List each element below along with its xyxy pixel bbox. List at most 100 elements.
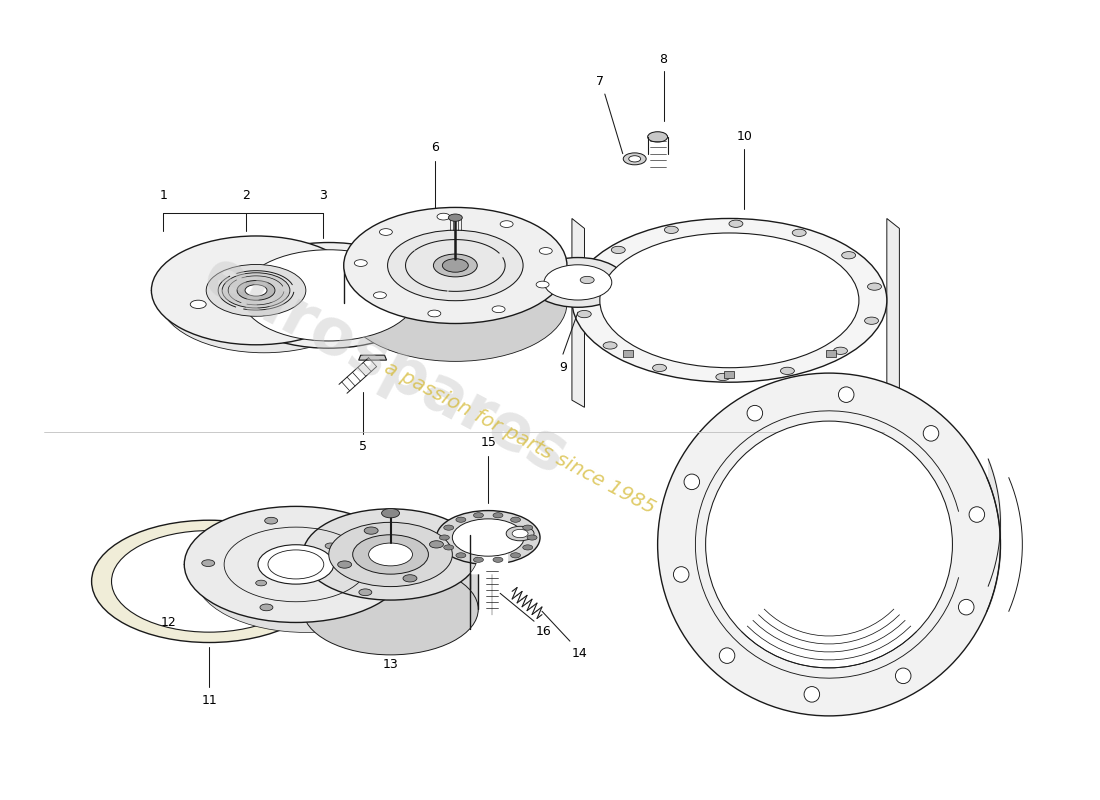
Ellipse shape	[364, 527, 378, 534]
Ellipse shape	[195, 516, 418, 633]
Ellipse shape	[716, 374, 729, 381]
Ellipse shape	[359, 589, 372, 596]
Polygon shape	[302, 554, 478, 610]
Ellipse shape	[326, 543, 337, 549]
Bar	[826, 350, 836, 357]
Ellipse shape	[201, 560, 214, 566]
Ellipse shape	[329, 522, 452, 586]
Ellipse shape	[443, 525, 453, 530]
Circle shape	[958, 599, 974, 615]
Circle shape	[969, 506, 984, 522]
Ellipse shape	[865, 317, 879, 324]
Circle shape	[705, 421, 953, 668]
Ellipse shape	[91, 520, 327, 642]
Ellipse shape	[255, 580, 266, 586]
Ellipse shape	[473, 557, 483, 562]
Polygon shape	[470, 534, 508, 574]
Bar	[623, 350, 632, 357]
Text: 7: 7	[596, 74, 604, 88]
Circle shape	[895, 668, 911, 684]
Text: 8: 8	[660, 53, 668, 66]
Ellipse shape	[245, 285, 267, 296]
Ellipse shape	[792, 229, 806, 237]
Ellipse shape	[492, 306, 505, 313]
Text: 14: 14	[572, 646, 587, 660]
Ellipse shape	[428, 310, 441, 317]
Circle shape	[923, 426, 938, 441]
Ellipse shape	[206, 265, 306, 316]
Text: 5: 5	[359, 440, 366, 454]
Text: 9: 9	[559, 361, 566, 374]
Ellipse shape	[842, 252, 856, 259]
Ellipse shape	[241, 250, 417, 341]
Ellipse shape	[473, 513, 483, 518]
Ellipse shape	[510, 517, 520, 522]
Ellipse shape	[603, 342, 617, 349]
Ellipse shape	[600, 233, 859, 368]
Ellipse shape	[429, 541, 443, 548]
Text: eurospares: eurospares	[192, 243, 579, 487]
Ellipse shape	[536, 281, 549, 288]
Ellipse shape	[580, 276, 594, 284]
Text: 16: 16	[536, 625, 552, 638]
Text: 11: 11	[201, 694, 217, 707]
Ellipse shape	[433, 254, 477, 277]
Text: 6: 6	[431, 142, 439, 154]
Ellipse shape	[160, 244, 368, 353]
Bar	[725, 371, 735, 378]
Ellipse shape	[387, 230, 524, 301]
Ellipse shape	[510, 553, 520, 558]
Ellipse shape	[612, 246, 625, 254]
Ellipse shape	[506, 526, 535, 541]
Ellipse shape	[268, 550, 323, 579]
Ellipse shape	[530, 258, 626, 307]
Ellipse shape	[729, 220, 743, 227]
Ellipse shape	[343, 207, 566, 323]
Ellipse shape	[343, 246, 566, 362]
Text: 13: 13	[383, 658, 398, 670]
Ellipse shape	[302, 564, 478, 655]
Ellipse shape	[190, 300, 206, 309]
Circle shape	[804, 686, 820, 702]
Ellipse shape	[522, 525, 532, 530]
Text: 10: 10	[736, 130, 752, 143]
Ellipse shape	[539, 247, 552, 254]
Ellipse shape	[834, 347, 847, 354]
Ellipse shape	[493, 513, 503, 518]
Ellipse shape	[500, 221, 513, 227]
Ellipse shape	[354, 260, 367, 266]
Ellipse shape	[265, 518, 277, 524]
Ellipse shape	[522, 545, 532, 550]
Ellipse shape	[544, 265, 612, 300]
Ellipse shape	[403, 574, 417, 582]
Ellipse shape	[258, 545, 333, 584]
Text: 15: 15	[481, 436, 496, 450]
Ellipse shape	[455, 553, 466, 558]
Circle shape	[684, 474, 700, 490]
Text: 3: 3	[319, 190, 327, 202]
Ellipse shape	[868, 283, 881, 290]
Ellipse shape	[382, 509, 399, 518]
Ellipse shape	[452, 519, 524, 556]
Ellipse shape	[442, 258, 469, 272]
Ellipse shape	[664, 226, 679, 234]
Ellipse shape	[362, 535, 375, 542]
Circle shape	[673, 566, 689, 582]
Polygon shape	[359, 355, 386, 360]
Ellipse shape	[152, 236, 361, 345]
Text: a passion for parts since 1985: a passion for parts since 1985	[382, 358, 659, 518]
Ellipse shape	[338, 561, 352, 568]
Polygon shape	[343, 266, 566, 303]
Ellipse shape	[260, 604, 273, 610]
Ellipse shape	[185, 506, 407, 622]
Ellipse shape	[238, 281, 275, 300]
Ellipse shape	[455, 517, 466, 522]
Circle shape	[747, 406, 762, 421]
Ellipse shape	[227, 242, 430, 348]
Ellipse shape	[780, 367, 794, 374]
Ellipse shape	[222, 273, 290, 308]
Ellipse shape	[629, 156, 640, 162]
Ellipse shape	[624, 153, 646, 165]
Text: 12: 12	[161, 616, 176, 629]
Ellipse shape	[493, 557, 503, 562]
